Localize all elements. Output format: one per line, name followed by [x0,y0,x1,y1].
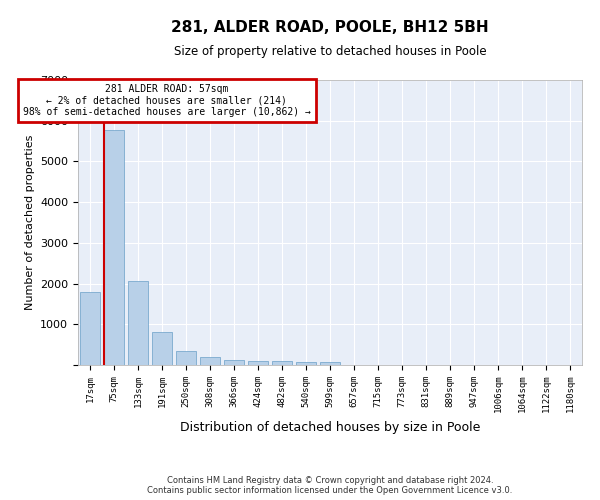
Bar [80,292,100,365]
Text: Size of property relative to detached houses in Poole: Size of property relative to detached ho… [173,45,487,58]
Bar [224,360,244,365]
Text: Contains HM Land Registry data © Crown copyright and database right 2024.
Contai: Contains HM Land Registry data © Crown c… [148,476,512,495]
Bar [104,130,124,365]
Bar [200,358,220,365]
X-axis label: Distribution of detached houses by size in Poole: Distribution of detached houses by size … [180,420,480,434]
Y-axis label: Number of detached properties: Number of detached properties [25,135,35,310]
Bar [176,351,196,365]
Text: 281 ALDER ROAD: 57sqm
← 2% of detached houses are smaller (214)
98% of semi-deta: 281 ALDER ROAD: 57sqm ← 2% of detached h… [23,84,311,117]
Bar [152,332,172,365]
Bar [272,361,292,365]
Bar [320,362,340,365]
Text: 281, ALDER ROAD, POOLE, BH12 5BH: 281, ALDER ROAD, POOLE, BH12 5BH [171,20,489,35]
Bar [296,362,316,365]
Bar [128,281,148,365]
Bar [248,360,268,365]
